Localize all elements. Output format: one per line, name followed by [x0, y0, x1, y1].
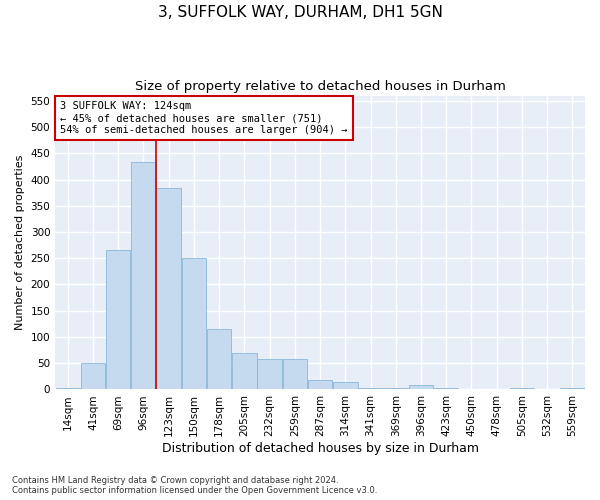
Bar [509, 388, 534, 390]
Bar [358, 388, 383, 390]
Bar [257, 359, 282, 390]
X-axis label: Distribution of detached houses by size in Durham: Distribution of detached houses by size … [161, 442, 479, 455]
Bar [560, 388, 584, 390]
Text: Contains HM Land Registry data © Crown copyright and database right 2024.
Contai: Contains HM Land Registry data © Crown c… [12, 476, 377, 495]
Bar [56, 388, 80, 390]
Bar [434, 388, 458, 390]
Bar [383, 388, 408, 390]
Bar [81, 363, 105, 390]
Bar [409, 386, 433, 390]
Y-axis label: Number of detached properties: Number of detached properties [15, 155, 25, 330]
Bar [106, 250, 130, 390]
Bar [157, 188, 181, 390]
Bar [207, 329, 232, 390]
Bar [131, 162, 156, 390]
Title: Size of property relative to detached houses in Durham: Size of property relative to detached ho… [134, 80, 506, 93]
Bar [308, 380, 332, 390]
Text: 3, SUFFOLK WAY, DURHAM, DH1 5GN: 3, SUFFOLK WAY, DURHAM, DH1 5GN [158, 5, 442, 20]
Bar [182, 258, 206, 390]
Bar [232, 352, 257, 390]
Bar [333, 382, 358, 390]
Text: 3 SUFFOLK WAY: 124sqm
← 45% of detached houses are smaller (751)
54% of semi-det: 3 SUFFOLK WAY: 124sqm ← 45% of detached … [61, 102, 348, 134]
Bar [283, 359, 307, 390]
